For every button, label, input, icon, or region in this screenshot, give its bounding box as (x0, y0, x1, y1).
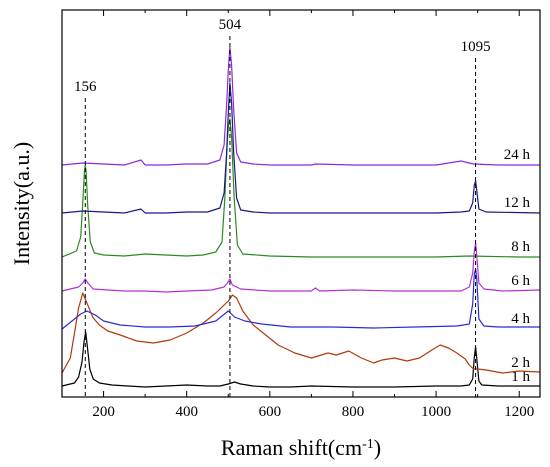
x-axis-title-end: ) (374, 435, 381, 460)
x-axis-title-main: Raman shift(cm (221, 435, 362, 460)
x-tick-label: 1200 (504, 404, 534, 420)
series-line (61, 118, 540, 258)
peak-label: 156 (74, 79, 97, 95)
x-tick-label: 200 (92, 404, 115, 420)
x-tick-label: 400 (175, 404, 198, 420)
series-label: 24 h (504, 147, 531, 163)
series-line (61, 82, 541, 214)
x-tick-label: 600 (259, 404, 282, 420)
tick-layer: 200 400 600 800 1000 1200 (61, 10, 534, 420)
x-tick-label: 800 (342, 404, 365, 420)
series-label: 6 h (511, 273, 530, 289)
x-tick-label: 1000 (421, 404, 451, 420)
peak-label: 1095 (461, 39, 491, 55)
y-axis-title: Intensity(a.u.) (9, 142, 34, 265)
series-line (61, 292, 541, 374)
peak-marker-layer: 156 504 1095 (74, 17, 491, 397)
series-label: 8 h (511, 239, 530, 255)
series-label: 1 h (511, 369, 530, 385)
series-label: 12 h (504, 195, 531, 211)
series-line (61, 46, 540, 166)
series-layer: 1 h2 h 4 h 6 h 8 h 12 h 24 h (61, 46, 541, 388)
x-axis-title-sup: -1 (362, 437, 374, 452)
series-line (61, 331, 540, 388)
plot-frame (61, 9, 541, 398)
x-axis-title: Raman shift(cm-1) (221, 435, 381, 460)
series-line (61, 242, 541, 293)
peak-label: 504 (219, 17, 242, 33)
series-label: 4 h (511, 311, 530, 327)
series-line (61, 268, 540, 330)
series-label: 2 h (511, 355, 530, 371)
